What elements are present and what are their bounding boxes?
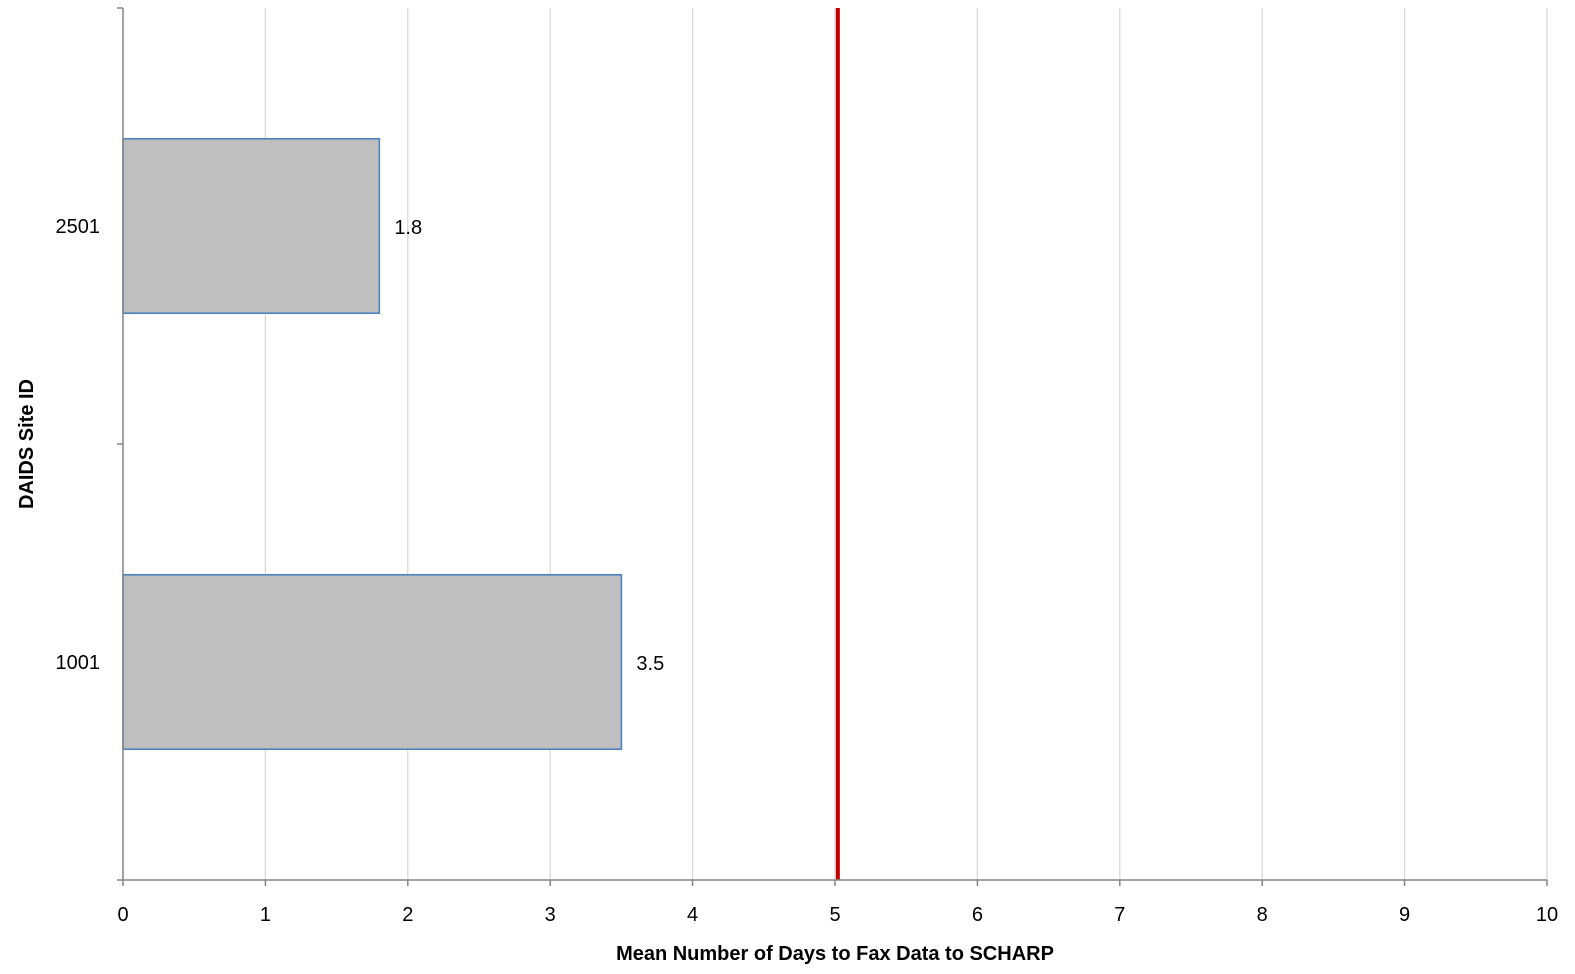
x-axis-title: Mean Number of Days to Fax Data to SCHAR… [616, 943, 1054, 965]
bar-1001 [122, 573, 623, 750]
x-tick-label-1: 1 [260, 904, 271, 926]
bars [122, 138, 623, 750]
labels: 1.8 2501 3.5 1001 0 1 2 3 4 5 6 7 8 9 10 [56, 216, 1559, 926]
y-axis-title: DAIDS Site ID [16, 379, 38, 509]
category-label-2501: 2501 [56, 216, 101, 238]
x-tick-label-4: 4 [687, 904, 698, 926]
x-tick-label-10: 10 [1536, 904, 1558, 926]
data-label-1001: 3.5 [636, 653, 664, 675]
bar-2501 [122, 138, 381, 314]
category-label-1001: 1001 [56, 652, 101, 674]
data-label-2501: 1.8 [394, 217, 422, 239]
x-tick-label-5: 5 [829, 904, 840, 926]
x-tick-label-9: 9 [1399, 904, 1410, 926]
x-tick-label-8: 8 [1257, 904, 1268, 926]
x-tick-label-2: 2 [402, 904, 413, 926]
gridlines [264, 8, 1548, 880]
x-tick-label-3: 3 [545, 904, 556, 926]
x-tick-label-0: 0 [117, 904, 128, 926]
x-tick-label-7: 7 [1114, 904, 1125, 926]
x-tick-label-6: 6 [972, 904, 983, 926]
axes [117, 7, 1548, 886]
